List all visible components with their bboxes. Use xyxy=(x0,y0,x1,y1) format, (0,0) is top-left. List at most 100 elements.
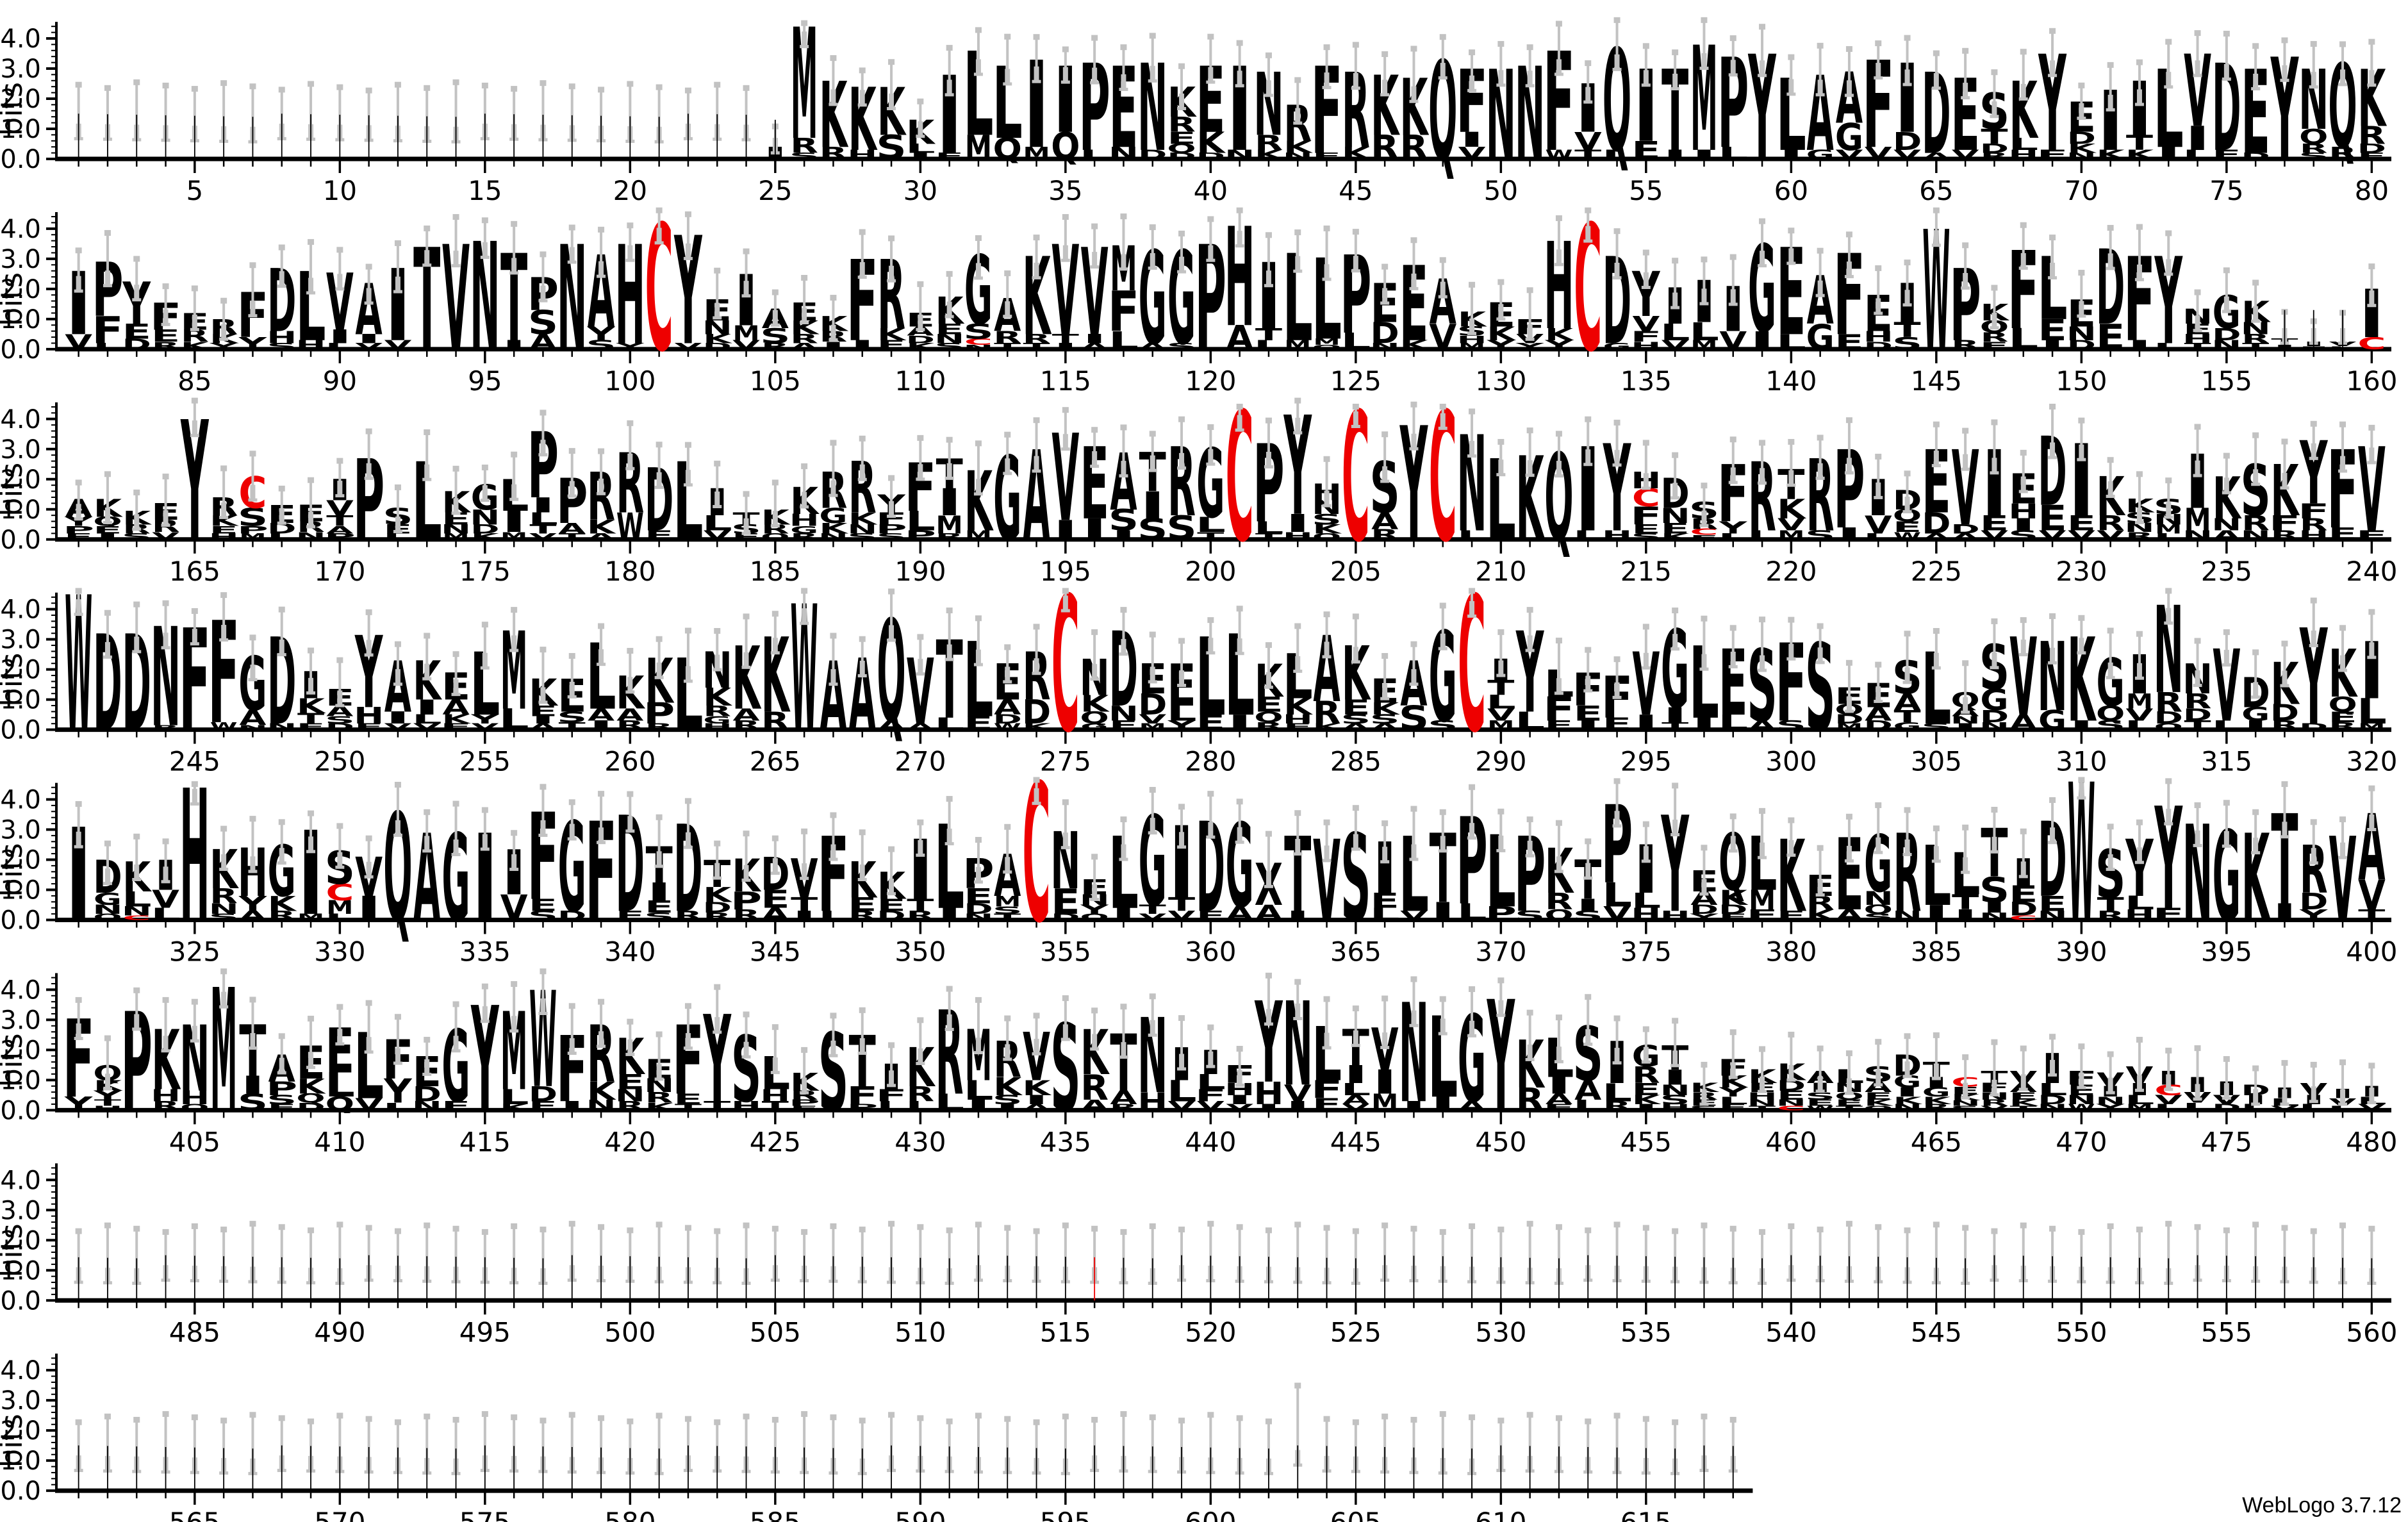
error-bar xyxy=(2338,41,2348,87)
residue-T-67: T xyxy=(1981,124,2008,149)
x-tick-label: 315 xyxy=(2201,746,2252,777)
residue-G-61: G xyxy=(1806,147,1835,162)
y-tick-label: 4.0 xyxy=(0,975,41,1005)
residue-H-89: H xyxy=(296,338,326,352)
error-bar xyxy=(1728,35,1738,77)
y-tick-label: 4.0 xyxy=(0,215,41,244)
x-tick-label: 30 xyxy=(903,175,937,206)
y-tick-label: 0.0 xyxy=(0,525,41,555)
x-tick-label: 480 xyxy=(2346,1126,2397,1157)
x-tick-label: 465 xyxy=(1911,1126,1962,1157)
residue-I-96: I xyxy=(501,338,527,352)
residue-K-109: K xyxy=(877,325,907,344)
x-tick-label: 540 xyxy=(1765,1316,1817,1348)
residue-S-105: S xyxy=(760,324,790,348)
error-bar xyxy=(1351,42,1360,90)
y-axis-title: bits xyxy=(0,82,29,136)
y-tick-label: 3.0 xyxy=(0,1196,41,1225)
residue-K-110: K xyxy=(906,342,936,351)
x-tick-label: 180 xyxy=(604,556,656,587)
x-tick-label: 595 xyxy=(1040,1507,1091,1522)
stack-pos-82: LFP xyxy=(92,248,123,352)
x-tick-label: 475 xyxy=(2201,1126,2252,1157)
y-axis-title: bits xyxy=(0,1033,29,1087)
residue-D-39: D xyxy=(1167,151,1196,161)
error-bar xyxy=(741,248,751,298)
residue-K-43: K xyxy=(1283,138,1313,157)
error-bar xyxy=(625,222,635,262)
x-tick-label: 60 xyxy=(1774,175,1808,206)
x-tick-label: 345 xyxy=(750,936,801,968)
y-tick-label: 0.0 xyxy=(0,906,41,936)
x-tick-label: 225 xyxy=(1911,556,1962,587)
error-bar xyxy=(1786,54,1796,96)
x-tick-label: 35 xyxy=(1048,175,1082,206)
x-tick-label: 385 xyxy=(1911,936,1962,968)
x-tick-label: 235 xyxy=(2201,556,2252,587)
error-bar xyxy=(1554,21,1563,76)
error-bar xyxy=(857,67,867,107)
residue-L-58: L xyxy=(1718,144,1748,163)
error-bar xyxy=(2251,43,2261,90)
stack-pos-55: EI xyxy=(1631,49,1661,165)
residue-E-80: E xyxy=(2357,151,2387,161)
residue-A-110: A xyxy=(907,324,934,339)
residue-F-69: F xyxy=(2036,147,2068,161)
residue-M-34: M xyxy=(1023,144,1050,163)
stack-pos-61: GA xyxy=(1806,54,1835,175)
residue-K-85: K xyxy=(181,340,210,352)
residue-I-60: I xyxy=(1778,147,1804,161)
residue-D-103: D xyxy=(703,342,732,351)
residue-E-109: E xyxy=(877,338,906,352)
y-tick-label: 0.0 xyxy=(0,145,41,174)
x-tick-label: 85 xyxy=(177,365,211,397)
y-tick-label: 2.0 xyxy=(0,85,41,114)
error-bar xyxy=(2309,40,2318,89)
residue-S-99: S xyxy=(586,338,616,352)
error-bar xyxy=(2106,62,2115,112)
x-tick-label: 410 xyxy=(314,1126,365,1157)
x-tick-label: 440 xyxy=(1185,1126,1236,1157)
residue-R-39: R xyxy=(1167,113,1196,137)
x-tick-label: 110 xyxy=(895,365,946,397)
error-bar xyxy=(335,247,345,291)
stack-pos-46: RK xyxy=(1371,60,1400,167)
residue-E-83: E xyxy=(122,320,151,343)
residue-V-63: V xyxy=(1865,144,1893,163)
residue-E-31: E xyxy=(935,151,964,161)
residue-G-62: G xyxy=(1835,116,1863,159)
stack-pos-89: HL xyxy=(296,252,326,363)
stack-pos-36: LP xyxy=(1079,40,1110,179)
residue-Q-35: Q xyxy=(1051,125,1080,169)
error-bar xyxy=(1961,47,1970,100)
residue-I-73: I xyxy=(2156,144,2181,163)
error-bar xyxy=(393,240,402,294)
x-tick-label: 175 xyxy=(459,556,511,587)
x-tick-label: 370 xyxy=(1475,936,1526,968)
error-bar xyxy=(2280,37,2289,82)
error-bar xyxy=(800,275,809,325)
stack-pos-96: IT xyxy=(500,229,527,368)
residue-K-45: K xyxy=(1342,144,1371,163)
residue-R-84: R xyxy=(152,340,180,352)
logo-row-5: 0.01.02.03.04.0bitsIQNGDCNLKLVI325HSNRKA… xyxy=(0,744,2397,968)
residue-H-28: H xyxy=(847,147,877,162)
error-bar xyxy=(132,256,142,302)
error-bar xyxy=(887,235,896,283)
x-tick-label: 70 xyxy=(2065,175,2099,206)
x-tick-label: 360 xyxy=(1185,936,1236,968)
y-tick-label: 0.0 xyxy=(0,1096,41,1125)
error-bar xyxy=(364,263,374,305)
residue-V-81: V xyxy=(65,330,92,354)
x-tick-label: 220 xyxy=(1765,556,1817,587)
residue-H-88: H xyxy=(267,328,297,347)
error-bar xyxy=(1060,46,1070,84)
residue-Y-86: Y xyxy=(209,342,238,351)
error-bar xyxy=(1032,34,1041,83)
x-tick-label: 445 xyxy=(1330,1126,1381,1157)
x-tick-label: 5 xyxy=(186,175,203,206)
y-tick-label: 4.0 xyxy=(0,405,41,434)
error-bar xyxy=(2222,31,2231,81)
residue-D-67: D xyxy=(1980,142,2009,156)
error-bar xyxy=(1380,51,1390,97)
